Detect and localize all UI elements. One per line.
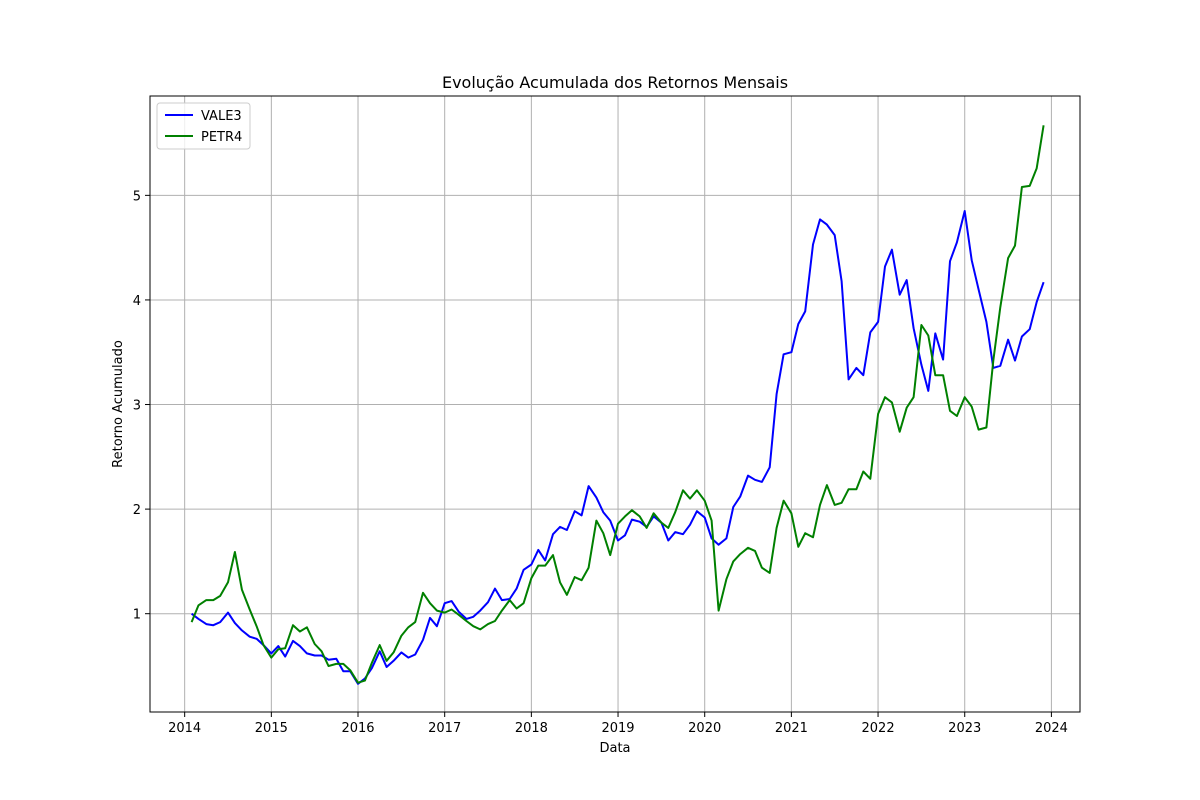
x-tick-label: 2022 xyxy=(862,721,895,736)
x-tick-label: 2023 xyxy=(948,721,981,736)
y-axis-label: Retorno Acumulado xyxy=(111,340,126,468)
chart-title: Evolução Acumulada dos Retornos Mensais xyxy=(442,73,788,92)
x-tick-label: 2018 xyxy=(515,721,548,736)
x-tick-label: 2021 xyxy=(775,721,808,736)
x-tick-label: 2015 xyxy=(255,721,288,736)
y-tick-label: 3 xyxy=(133,399,141,414)
x-tick-label: 2024 xyxy=(1035,721,1068,736)
y-tick-label: 5 xyxy=(133,189,141,204)
series-line-petr4 xyxy=(190,125,1045,684)
y-tick-label: 2 xyxy=(133,503,141,518)
plot-frame xyxy=(149,95,1081,713)
x-tick-label: 2014 xyxy=(168,721,201,736)
y-tick-label: 4 xyxy=(133,294,141,309)
x-tick-label: 2019 xyxy=(601,721,634,736)
x-axis-label: Data xyxy=(599,741,630,756)
legend-label-vale3: VALE3 xyxy=(201,109,242,124)
x-tick-label: 2020 xyxy=(688,721,721,736)
legend-label-petr4: PETR4 xyxy=(201,130,242,145)
series-layer xyxy=(190,125,1045,685)
y-tick-label: 1 xyxy=(133,608,141,623)
x-tick-label: 2016 xyxy=(341,721,374,736)
legend: VALE3 PETR4 xyxy=(156,102,251,150)
x-tick-label: 2017 xyxy=(428,721,461,736)
series-line-vale3 xyxy=(190,210,1045,685)
y-axis: 1 2 3 4 5 xyxy=(133,189,150,623)
grid-lines xyxy=(150,96,1080,712)
x-axis: 2014 2015 2016 2017 2018 2019 2020 2021 2022 2023… xyxy=(168,712,1068,736)
